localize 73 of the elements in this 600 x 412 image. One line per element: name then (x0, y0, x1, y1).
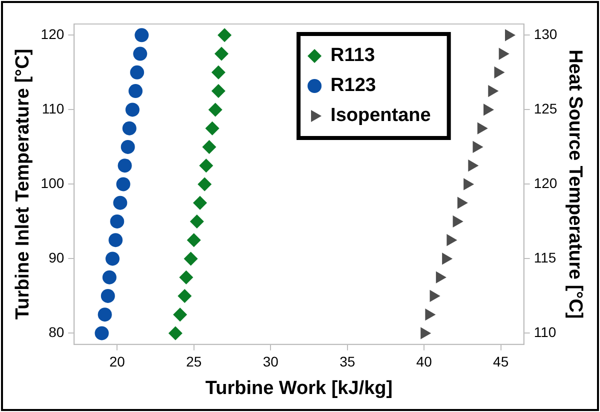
point (488, 85, 499, 98)
y-tick-label: 80 (48, 324, 64, 340)
point (100, 288, 115, 303)
point (102, 270, 116, 284)
y-tick-label: 100 (40, 175, 64, 192)
y2-tick-label: 115 (534, 250, 556, 266)
point (464, 178, 474, 190)
point (446, 234, 458, 246)
point (122, 121, 136, 136)
x-tick-label: 25 (186, 354, 202, 370)
y2-tick-label: 125 (534, 100, 558, 117)
y-tick-label: 110 (42, 100, 64, 117)
point (190, 214, 204, 228)
point (452, 215, 464, 228)
legend-label: R113 (330, 45, 375, 66)
y2-axis-title: Heat Source Temperature [°C] (564, 50, 586, 319)
x-tick-label: 30 (262, 354, 279, 370)
point (472, 140, 484, 154)
point (168, 326, 182, 340)
y-tick-label: 90 (48, 250, 64, 266)
point (198, 177, 212, 192)
x-tick-label: 20 (109, 354, 126, 370)
point (134, 28, 149, 42)
point (173, 308, 188, 322)
point (504, 29, 516, 42)
point (108, 233, 123, 248)
point (214, 46, 228, 61)
point (211, 84, 226, 98)
point (184, 252, 198, 266)
point (202, 140, 216, 154)
point (178, 288, 192, 303)
point (211, 65, 226, 80)
legend-label: R123 (330, 75, 376, 96)
point (118, 158, 132, 173)
point (186, 233, 201, 248)
point (193, 196, 208, 210)
x-tick-label: 35 (340, 354, 356, 370)
point (208, 102, 222, 117)
point (436, 271, 446, 284)
point (116, 177, 130, 192)
point (125, 102, 140, 117)
point (120, 140, 135, 154)
point (442, 252, 453, 265)
point (106, 252, 120, 266)
point (425, 308, 436, 321)
y-tick-label: 120 (40, 26, 64, 42)
y-axis-title: Turbine Inlet Temperature [°C] (12, 48, 34, 320)
point (179, 270, 194, 284)
x-tick-label: 40 (416, 354, 432, 370)
point (113, 196, 128, 210)
point (130, 65, 144, 80)
point (494, 66, 505, 78)
y2-tick-label: 130 (534, 26, 558, 42)
point (457, 196, 468, 209)
point (98, 308, 112, 322)
point (133, 46, 148, 61)
point (110, 214, 124, 228)
point (199, 158, 214, 173)
point (128, 84, 143, 98)
point (484, 104, 494, 116)
point (477, 122, 488, 134)
point (468, 160, 479, 172)
x-axis-title: Turbine Work [kJ/kg] (205, 378, 393, 399)
y2-tick-label: 110 (534, 324, 556, 340)
y2-tick-label: 120 (534, 175, 558, 192)
legend-label: Isopentane (330, 105, 431, 126)
point (420, 327, 432, 340)
point (430, 290, 440, 302)
point (218, 28, 232, 42)
point (205, 121, 220, 136)
point (94, 326, 109, 340)
point (498, 48, 510, 60)
x-tick-label: 45 (493, 354, 509, 370)
